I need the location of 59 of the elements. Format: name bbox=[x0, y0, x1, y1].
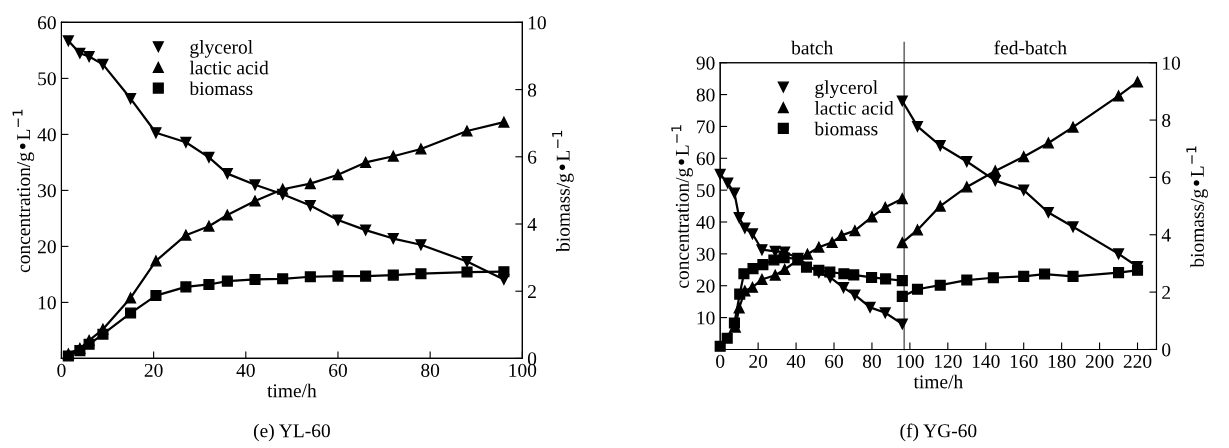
text: (f) YG-60 bbox=[900, 423, 977, 442]
x-tick-label: 60 bbox=[329, 363, 347, 377]
y2-tick-label: 2 bbox=[528, 285, 536, 298]
x-tick-label: 20 bbox=[749, 354, 768, 368]
y-tick-label: 50 bbox=[697, 183, 715, 198]
y2-tick-label: 4 bbox=[1161, 228, 1171, 242]
x-tick-label: 100 bbox=[897, 354, 924, 368]
y-axis-title: concentration/g•L$^{−1}$ bbox=[671, 125, 693, 288]
y-tick-label: 90 bbox=[696, 56, 715, 70]
x-tick-label: 160 bbox=[1010, 354, 1038, 368]
y-tick-label: 80 bbox=[696, 88, 715, 102]
y-axis-title: concentration/g•L$^{−1}$ bbox=[12, 109, 35, 273]
x-tick-label: 40 bbox=[236, 363, 255, 377]
x-tick-label: 80 bbox=[862, 354, 881, 368]
y2-tick-label: 4 bbox=[527, 217, 537, 231]
y-tick-label: 40 bbox=[696, 215, 715, 229]
x-tick-label: 80 bbox=[421, 363, 440, 377]
text: fed-batch bbox=[994, 40, 1067, 55]
x-tick-label: 180 bbox=[1048, 354, 1076, 368]
x-tick-label: 20 bbox=[144, 363, 163, 377]
legend-label: biomass bbox=[814, 121, 878, 136]
y-tick-label: 70 bbox=[697, 120, 715, 134]
y-tick-label: 10 bbox=[697, 311, 715, 325]
y2-tick-label: 6 bbox=[528, 150, 537, 164]
legend-label: lactic acid bbox=[189, 60, 269, 75]
y2-axis-title: biomass/g•L$^{−1}$ bbox=[552, 130, 574, 252]
y-tick-label: 30 bbox=[696, 247, 715, 261]
legend-label: biomass bbox=[189, 81, 253, 96]
y2-tick-label: 10 bbox=[528, 16, 546, 30]
y-tick-label: 30 bbox=[38, 184, 56, 198]
y2-tick-label: 0 bbox=[1162, 343, 1171, 357]
y-tick-label: 40 bbox=[37, 128, 56, 142]
y-tick-label: 50 bbox=[38, 72, 56, 86]
x-tick-label: 0 bbox=[716, 354, 725, 368]
y-tick-label: 20 bbox=[38, 240, 56, 254]
y-tick-label: 60 bbox=[37, 16, 56, 30]
x-tick-label: 140 bbox=[972, 354, 1000, 368]
legend-label: glycerol bbox=[815, 80, 878, 99]
text: batch bbox=[791, 40, 833, 55]
x-axis-title: time/h bbox=[267, 383, 317, 398]
y2-axis-title: biomass/g•L$^{−1}$ bbox=[1186, 146, 1208, 268]
x-tick-label: 60 bbox=[825, 354, 843, 368]
x-tick-label: 0 bbox=[57, 363, 66, 377]
y-tick-label: 20 bbox=[696, 279, 715, 293]
y2-tick-label: 6 bbox=[1162, 171, 1171, 185]
legend-label: glycerol bbox=[190, 40, 253, 58]
y2-tick-label: 10 bbox=[1163, 56, 1181, 70]
y2-tick-label: 2 bbox=[1162, 285, 1170, 299]
y-tick-label: 60 bbox=[696, 152, 715, 166]
x-tick-label: 40 bbox=[786, 354, 806, 368]
x-tick-label: 200 bbox=[1085, 354, 1114, 368]
x-axis-title: time/h bbox=[913, 374, 963, 389]
y2-tick-label: 8 bbox=[527, 83, 537, 97]
y2-tick-label: 8 bbox=[1162, 113, 1171, 127]
x-tick-label: 120 bbox=[934, 354, 962, 368]
legend-label: lactic acid bbox=[814, 101, 894, 115]
y-tick-label: 10 bbox=[38, 296, 56, 310]
x-tick-label: 220 bbox=[1123, 354, 1152, 368]
text: (e) YL-60 bbox=[253, 423, 330, 442]
